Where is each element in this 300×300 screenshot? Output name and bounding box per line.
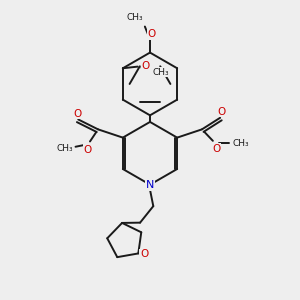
Text: O: O (73, 109, 81, 118)
Text: O: O (217, 107, 225, 117)
Text: O: O (140, 249, 148, 260)
Text: O: O (141, 61, 149, 70)
Text: O: O (84, 145, 92, 154)
Text: O: O (148, 29, 156, 39)
Text: CH₃: CH₃ (127, 14, 143, 22)
Text: CH₃: CH₃ (153, 68, 169, 77)
Text: O: O (212, 143, 220, 154)
Text: CH₃: CH₃ (233, 139, 250, 148)
Text: CH₃: CH₃ (56, 144, 73, 153)
Text: N: N (146, 180, 154, 190)
